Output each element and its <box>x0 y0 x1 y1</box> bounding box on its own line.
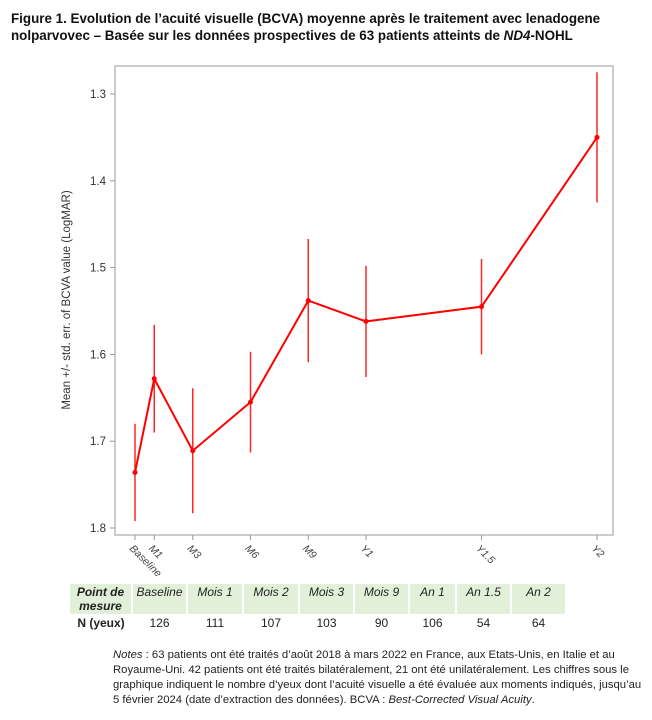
table-cell: 103 <box>316 616 337 630</box>
y-tick-label: 1.5 <box>90 263 106 275</box>
table-row-label: N (yeux) <box>77 616 125 630</box>
sample-size-table: Point de mesure Baseline Mois 1 Mois 2 M… <box>70 584 567 632</box>
title-end: -NOHL <box>530 28 573 43</box>
table-col: Mois 3 <box>299 584 355 614</box>
table-col: Mois 9 <box>354 584 410 614</box>
data-points <box>132 134 600 475</box>
table-col: Baseline <box>132 584 188 614</box>
figure-title: Figure 1. Evolution de l’acuité visuelle… <box>11 10 646 44</box>
notes-text: : 63 patients ont été traités d’août 201… <box>113 649 642 706</box>
data-point <box>594 134 600 140</box>
y-tick-label: 1.7 <box>90 436 106 448</box>
table-cell: 106 <box>422 616 443 630</box>
table-col: Mois 1 <box>187 584 244 614</box>
table-col: An 1.5 <box>456 584 512 614</box>
notes-end: . <box>531 694 535 706</box>
y-tick-label: 1.6 <box>90 349 106 361</box>
data-point <box>479 304 484 310</box>
table-col: An 2 <box>511 584 567 614</box>
table-cell: 64 <box>531 616 546 630</box>
figure-notes: Notes : 63 patients ont été traités d’ao… <box>113 648 648 708</box>
x-tick-label: Y1 <box>358 543 376 561</box>
data-point <box>190 448 196 454</box>
table-header-row: Point de mesure Baseline Mois 1 Mois 2 M… <box>70 584 567 614</box>
table-row: N (yeux) 126 111 107 103 90 106 54 64 <box>70 614 566 632</box>
x-tick-label: Y2 <box>589 543 607 561</box>
table-cell: 111 <box>205 616 225 630</box>
notes-label: Notes <box>113 649 143 661</box>
y-axis-label: Mean +/- std. err. of BCVA value (LogMAR… <box>61 190 73 410</box>
data-point <box>363 318 369 324</box>
error-bars <box>134 72 598 522</box>
x-tick-label: M6 <box>242 543 261 562</box>
plot-frame <box>114 65 614 536</box>
title-text: Figure 1. Evolution de l’acuité visuelle… <box>11 11 601 43</box>
table-cell: 54 <box>476 616 491 630</box>
data-point <box>305 298 311 304</box>
bcva-line-chart: Mean +/- std. err. of BCVA value (LogMAR… <box>61 65 614 580</box>
data-point <box>151 376 157 382</box>
table-col: An 1 <box>409 584 457 614</box>
table-cell: 126 <box>149 616 170 630</box>
y-tick-label: 1.4 <box>90 176 107 188</box>
x-tick-label: Y1.5 <box>473 543 497 567</box>
title-gene: ND4 <box>503 28 531 43</box>
x-tick-label: M9 <box>300 543 319 562</box>
data-point <box>248 399 253 405</box>
table-cell: 90 <box>374 616 389 630</box>
y-ticks: 1.3 1.4 1.5 1.6 1.7 1.8 <box>90 89 115 535</box>
notes-acronym: Best-Corrected Visual Acuity <box>388 694 532 706</box>
x-tick-label: M3 <box>185 543 204 562</box>
y-tick-label: 1.3 <box>90 89 106 101</box>
table-cell: 107 <box>260 616 282 630</box>
table-col: Mois 2 <box>243 584 300 614</box>
y-tick-label: 1.8 <box>90 523 106 535</box>
series-line <box>134 136 598 473</box>
table-header-label: Point de mesure <box>70 584 133 614</box>
data-point <box>132 469 138 475</box>
